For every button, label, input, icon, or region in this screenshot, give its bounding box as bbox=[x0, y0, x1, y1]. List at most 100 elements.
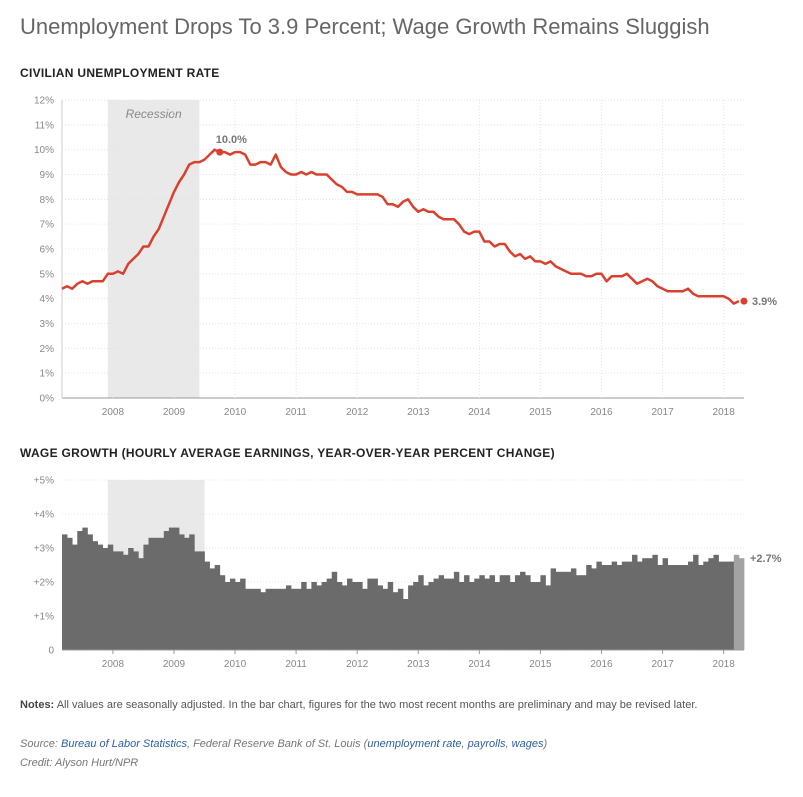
source-paren-open: ( bbox=[363, 738, 368, 750]
wage-bar bbox=[458, 582, 465, 650]
wage-bar bbox=[194, 551, 200, 650]
unemployment-chart-heading: CIVILIAN UNEMPLOYMENT RATE bbox=[20, 66, 220, 80]
y-tick-label: 6% bbox=[40, 245, 55, 256]
wage-bar bbox=[382, 588, 389, 650]
wage-bar bbox=[112, 551, 119, 650]
unemployment-line-chart: Recession 0% 1% 2% 3% 4% 5% 6% 7% 8% 9% 10% 11% 12% 20… bbox=[34, 96, 777, 419]
wage-bar bbox=[173, 527, 180, 650]
preliminary-bar bbox=[733, 554, 740, 650]
wage-bar bbox=[214, 565, 221, 650]
wage-bar bbox=[657, 565, 663, 650]
y-tick-label: 1% bbox=[40, 369, 55, 380]
y-tick-label: +4% bbox=[34, 510, 54, 521]
wage-bar bbox=[372, 578, 378, 650]
wage-bar bbox=[362, 588, 368, 650]
y-tick-label: 0 bbox=[48, 646, 54, 657]
peak-label: 10.0% bbox=[216, 134, 247, 146]
wage-bar bbox=[647, 558, 653, 650]
notes-text: All values are seasonally adjusted. In t… bbox=[56, 699, 698, 711]
wage-bar bbox=[219, 575, 226, 650]
x-tick-label: 2016 bbox=[590, 407, 613, 418]
chart-title: Unemployment Drops To 3.9 Percent; Wage … bbox=[20, 14, 710, 39]
wage-growth-bar-chart: 0 +1% +2% +3% +4% +5% 2008 2009 2010 2011 2012 2013… bbox=[34, 476, 782, 671]
wage-bar bbox=[637, 561, 643, 650]
x-tick-label: 2015 bbox=[529, 407, 552, 418]
x-tick-label: 2018 bbox=[713, 659, 736, 670]
wage-bar bbox=[326, 578, 333, 650]
wage-bar bbox=[423, 585, 429, 650]
wage-bar bbox=[626, 561, 633, 650]
y-tick-label: +3% bbox=[34, 544, 54, 555]
wage-bar bbox=[723, 561, 730, 650]
y-tick-label: +2% bbox=[34, 578, 54, 589]
payrolls-link[interactable]: payrolls bbox=[467, 738, 506, 750]
wage-bar bbox=[728, 561, 735, 650]
wage-bar bbox=[433, 578, 439, 650]
y-tick-label: 2% bbox=[40, 344, 55, 355]
source-line: Source: Bureau of Labor Statistics, Fede… bbox=[20, 738, 548, 750]
wage-bar bbox=[682, 565, 689, 650]
wage-bar bbox=[62, 534, 68, 650]
wage-bar bbox=[535, 582, 541, 650]
wage-bar bbox=[581, 575, 587, 650]
wage-bar bbox=[163, 531, 170, 650]
wage-bar bbox=[499, 575, 506, 650]
wage-bar bbox=[453, 571, 460, 650]
wage-bar bbox=[484, 578, 490, 650]
wage-bar bbox=[438, 575, 445, 650]
wage-bar bbox=[570, 568, 577, 650]
wage-bar bbox=[509, 582, 516, 650]
x-tick-label: 2008 bbox=[102, 659, 125, 670]
wage-bar bbox=[123, 554, 129, 650]
credit: Credit: Alyson Hurt/NPR bbox=[20, 757, 139, 769]
wage-bar bbox=[107, 544, 114, 650]
wage-bar bbox=[224, 582, 231, 650]
wage-bar bbox=[341, 585, 348, 650]
unemployment-rate-link[interactable]: unemployment rate bbox=[367, 738, 462, 750]
wage-bar bbox=[92, 541, 98, 650]
wage-bar bbox=[291, 588, 297, 650]
wage-bar bbox=[443, 578, 450, 650]
wage-bar bbox=[250, 588, 256, 650]
x-tick-label: 2009 bbox=[163, 659, 186, 670]
source-paren-close: ) bbox=[543, 738, 548, 750]
wage-bar bbox=[331, 571, 338, 650]
source-bls-link[interactable]: Bureau of Labor Statistics bbox=[60, 738, 187, 750]
wage-bar bbox=[693, 554, 699, 650]
wage-bar bbox=[718, 561, 724, 650]
wage-bar bbox=[143, 544, 149, 650]
wage-bar bbox=[209, 568, 216, 650]
wage-bar bbox=[555, 571, 562, 650]
wage-bar bbox=[336, 582, 343, 650]
wage-bar bbox=[479, 575, 485, 650]
wage-bar bbox=[265, 588, 272, 650]
wage-bar bbox=[474, 578, 480, 650]
x-tick-label: 2013 bbox=[407, 659, 430, 670]
wage-bar bbox=[652, 554, 658, 650]
preliminary-bar bbox=[738, 558, 745, 650]
x-tick-label: 2012 bbox=[346, 407, 369, 418]
wage-bar bbox=[662, 558, 669, 650]
y-tick-label: 10% bbox=[34, 145, 54, 156]
x-tick-label: 2010 bbox=[224, 659, 247, 670]
x-tick-label: 2011 bbox=[285, 659, 307, 670]
wages-link[interactable]: wages bbox=[511, 738, 544, 750]
wage-bar bbox=[632, 554, 638, 650]
wage-bar bbox=[387, 582, 394, 650]
wage-bar bbox=[148, 537, 154, 650]
y-tick-label: 11% bbox=[35, 120, 54, 131]
wage-bar bbox=[260, 592, 266, 650]
last-point bbox=[740, 297, 748, 305]
wage-bar bbox=[311, 582, 317, 650]
x-tick-label: 2010 bbox=[224, 407, 247, 418]
wage-bar bbox=[204, 561, 210, 650]
wage-bar bbox=[301, 582, 307, 650]
y-tick-label: 4% bbox=[40, 294, 55, 305]
x-tick-label: 2016 bbox=[590, 659, 613, 670]
wage-bar bbox=[133, 551, 139, 650]
wage-bar bbox=[270, 588, 277, 650]
wage-bar bbox=[280, 588, 287, 650]
wage-bar bbox=[275, 588, 282, 650]
wage-bar bbox=[514, 575, 521, 650]
wage-bar bbox=[82, 527, 88, 650]
